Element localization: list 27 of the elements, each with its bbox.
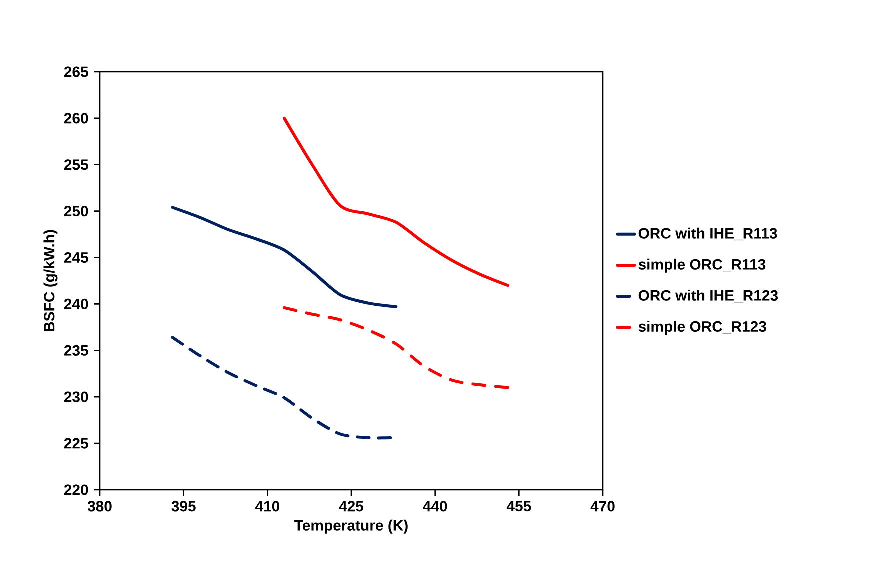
line-series (282, 306, 510, 390)
y-tick-label: 240 (64, 298, 88, 310)
line-series (171, 206, 398, 308)
legend-label: simple ORC_R113 (638, 258, 766, 273)
y-tick-label: 255 (64, 160, 88, 170)
x-tick-label: 440 (423, 501, 448, 512)
y-tick-label: 260 (64, 113, 88, 124)
y-tick-label: 230 (64, 392, 88, 402)
y-axis-title: BSFC (g/kW.h) (44, 230, 58, 332)
x-tick-label: 380 (88, 501, 112, 512)
x-tick-label: 410 (255, 501, 280, 512)
y-tick-label: 225 (64, 438, 88, 449)
x-tick-label: 425 (339, 501, 364, 512)
y-tick-label: 265 (64, 66, 88, 78)
line-series (171, 336, 392, 440)
x-tick-label: 455 (506, 501, 532, 512)
x-axis-title: Temperature (K) (294, 520, 408, 534)
y-tick-label: 220 (64, 484, 88, 496)
legend-label: simple ORC_R123 (638, 321, 766, 335)
legend-label: ORC with IHE_R123 (638, 290, 778, 303)
x-tick-label: 470 (590, 501, 615, 512)
y-tick-label: 245 (64, 252, 88, 264)
line-series (282, 116, 510, 288)
y-tick-label: 235 (64, 345, 88, 356)
x-tick-label: 395 (172, 501, 196, 512)
legend-label: ORC with IHE_R113 (638, 228, 778, 241)
y-tick-label: 250 (64, 206, 88, 217)
